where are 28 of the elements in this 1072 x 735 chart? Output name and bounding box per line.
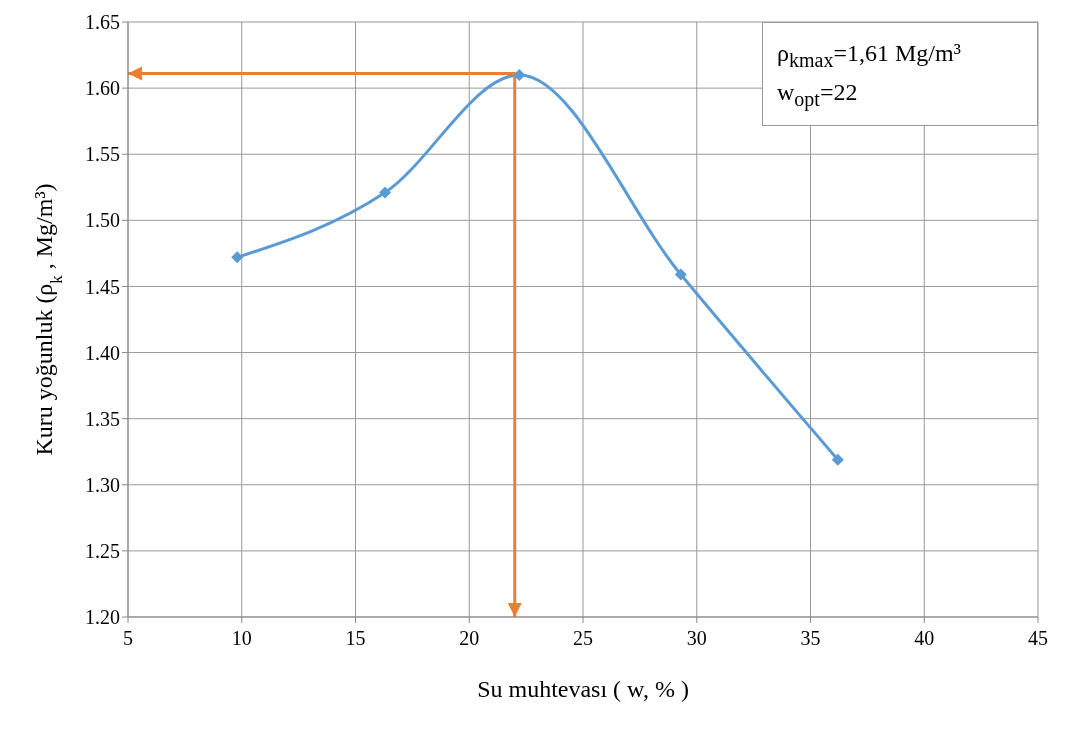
y-tick-label: 1.45 — [85, 275, 120, 298]
y-tick-label: 1.25 — [85, 539, 120, 562]
annotation: ρ$_{kmax}$=1,61 Mg/m³ — [777, 39, 962, 73]
y-tick-label: 1.40 — [85, 341, 120, 364]
x-tick-label: 30 — [686, 627, 707, 650]
y-tick-label: 1.35 — [85, 407, 120, 430]
x-tick-label: 10 — [231, 627, 252, 650]
x-tick-label: 15 — [345, 627, 366, 650]
x-tick-label: 45 — [1028, 627, 1048, 650]
x-tick-label: 40 — [914, 627, 935, 650]
point — [379, 186, 392, 199]
x-tick-label: 5 — [123, 627, 133, 650]
x-tick-label: 20 — [459, 627, 480, 650]
y-tick-label: 1.60 — [85, 77, 120, 100]
y-tick-label: 1.65 — [85, 11, 120, 34]
y-tick-label: 1.50 — [85, 209, 120, 232]
x-tick-label: 35 — [800, 627, 821, 650]
point — [674, 268, 687, 281]
point — [831, 453, 844, 466]
x-tick-label: 25 — [573, 627, 593, 650]
x-axis-title: Su muhtevası ( w, % ) — [477, 676, 689, 702]
y-tick-label: 1.55 — [85, 143, 120, 166]
point — [513, 68, 526, 81]
y-tick-label: 1.20 — [85, 606, 120, 629]
y-tick-label: 1.30 — [85, 473, 120, 496]
point — [231, 251, 244, 264]
note-box: ρ$_{kmax}$=1,61 Mg/m³ w$_{opt}$=22 — [762, 22, 1038, 126]
annotation: w$_{opt}$=22 — [777, 77, 859, 113]
